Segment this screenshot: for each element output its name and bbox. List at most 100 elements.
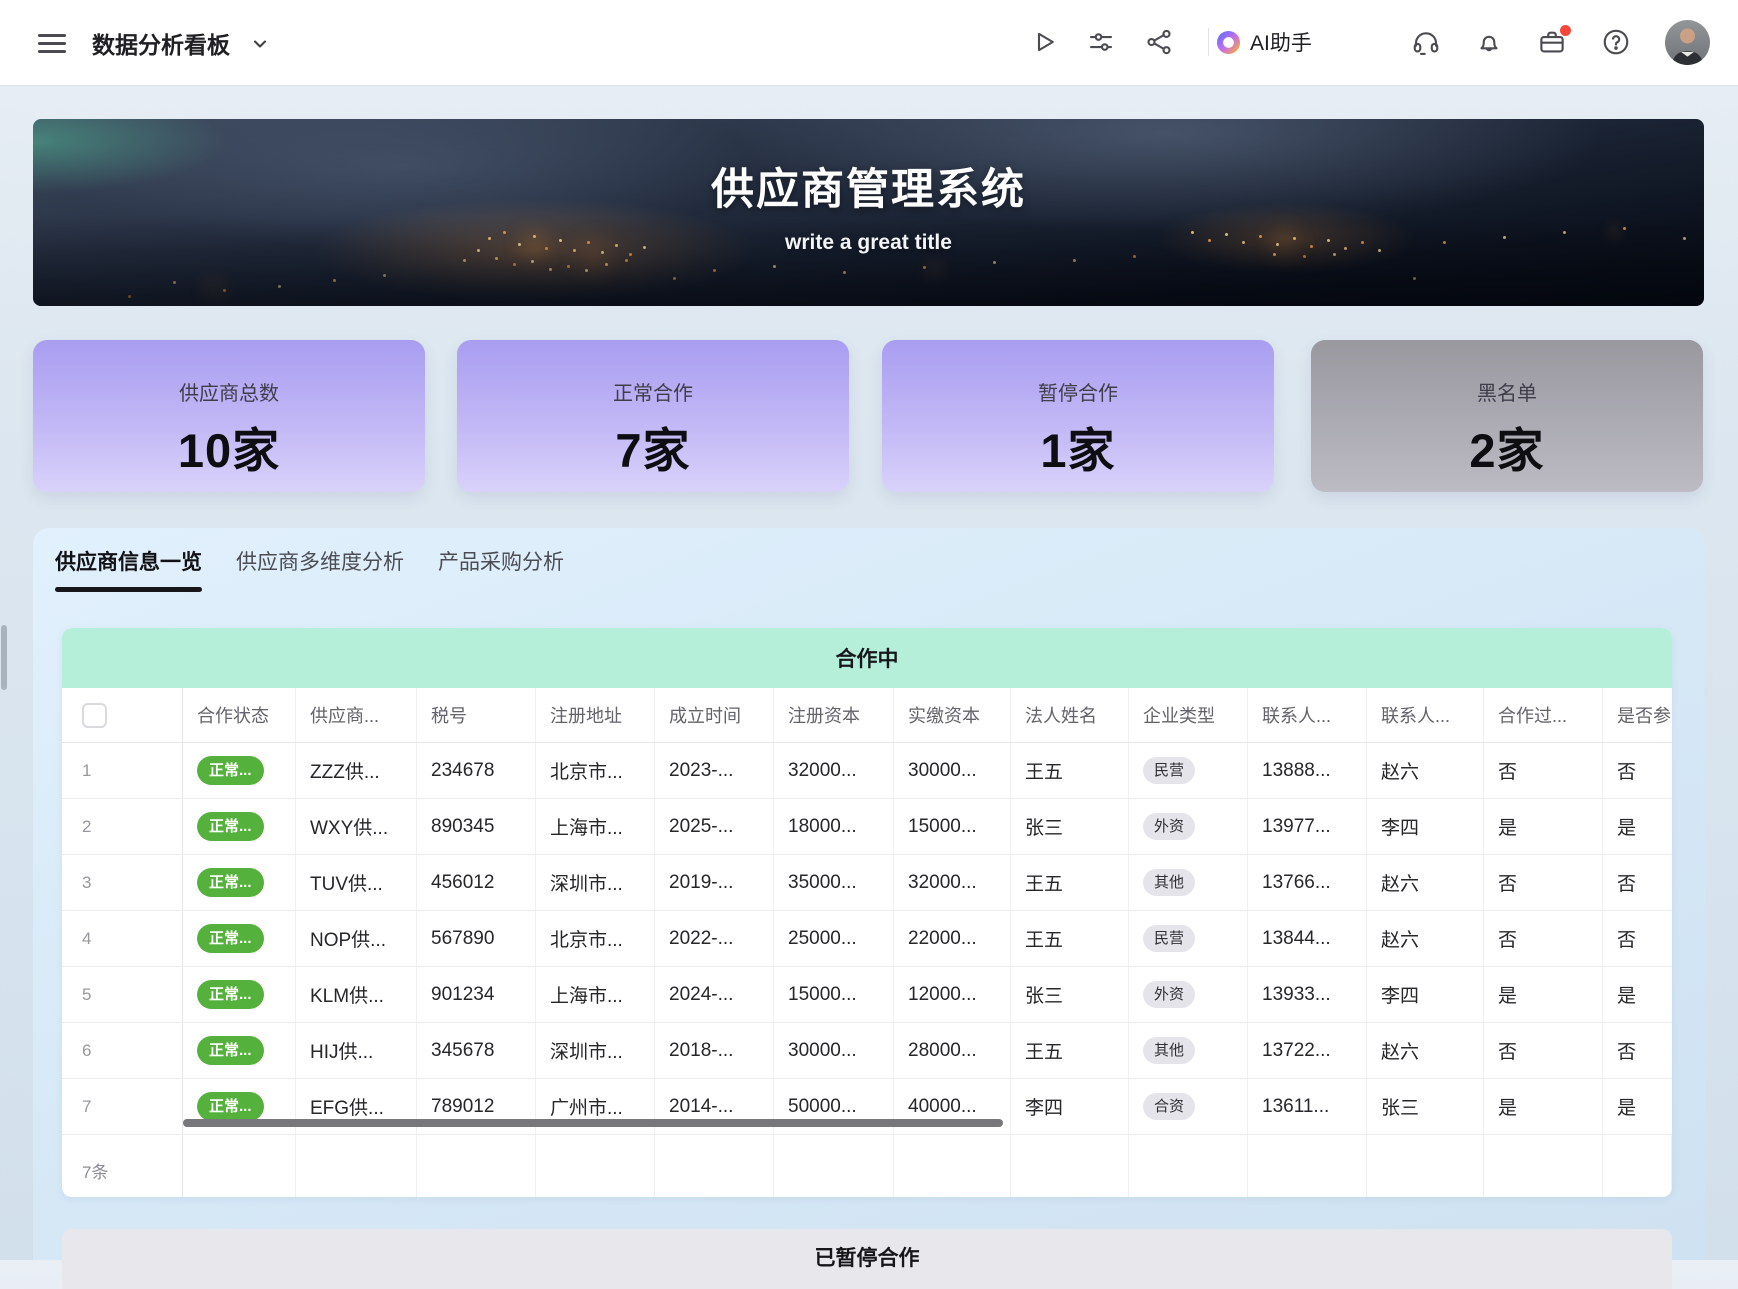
cell-tax: 901234	[417, 967, 536, 1022]
stat-label: 黑名单	[1477, 383, 1537, 405]
ai-logo-icon	[1216, 30, 1241, 54]
column-header[interactable]: 是否参	[1617, 706, 1671, 726]
cell-name: NOP供...	[296, 911, 417, 966]
cell-paid_capital: 40000...	[894, 1079, 1011, 1134]
company-type-badge: 民营	[1143, 757, 1196, 784]
column-header[interactable]: 注册地址	[536, 688, 655, 742]
column-header[interactable]: 联系人...	[1367, 688, 1484, 742]
cell-coop: 是	[1484, 1079, 1603, 1134]
cell-coop: 是	[1484, 967, 1603, 1022]
row-number: 1	[62, 743, 183, 798]
status-cell: 正常...	[183, 1023, 296, 1078]
select-all-checkbox[interactable]	[82, 702, 107, 728]
stat-card-normal: 正常合作 7家	[457, 340, 849, 492]
cell-paid_capital: 12000...	[894, 967, 1011, 1022]
status-badge: 正常...	[197, 756, 264, 785]
cell-tax: 234678	[417, 743, 536, 798]
headset-icon[interactable]	[1411, 27, 1441, 57]
table-row[interactable]: 5 正常... KLM供... 901234 上海市... 2024-... 15000..…	[62, 967, 1672, 1023]
cell-address: 上海市...	[536, 967, 655, 1022]
tab-supplier-overview[interactable]: 供应商信息一览	[55, 546, 202, 592]
status-cell: 正常...	[183, 743, 296, 798]
row-number: 3	[62, 855, 183, 910]
ai-assistant-button[interactable]: AI助手	[1215, 25, 1312, 59]
cell-paid_capital: 32000...	[894, 855, 1011, 910]
help-icon[interactable]	[1601, 27, 1631, 57]
column-header[interactable]: 法人姓名	[1011, 688, 1129, 742]
cell-legal_person: 李四	[1011, 1079, 1129, 1134]
cooperating-table-card: 合作中 合作状态 供应商... 税号 注册地址 成立时间 注册资本 实缴资本 法人姓名 企业类型…	[62, 628, 1672, 1197]
row-count: 7条	[62, 1135, 183, 1197]
stat-value: 1家	[1040, 424, 1116, 477]
section-title-paused: 已暂停合作	[62, 1229, 1672, 1289]
page-title: 数据分析看板	[92, 32, 230, 58]
table-row[interactable]: 3 正常... TUV供... 456012 深圳市... 2019-... 35000..…	[62, 855, 1672, 911]
inbox-button[interactable]	[1537, 25, 1571, 57]
footer-cell	[296, 1135, 417, 1197]
cell-tax: 345678	[417, 1023, 536, 1078]
table-row[interactable]: 1 正常... ZZZ供... 234678 北京市... 2023-... 32000..…	[62, 743, 1672, 799]
stat-label: 暂停合作	[1038, 383, 1118, 405]
tab-procurement-analysis[interactable]: 产品采购分析	[438, 551, 564, 574]
column-header[interactable]: 企业类型	[1129, 688, 1248, 742]
cell-contact_name: 李四	[1367, 967, 1484, 1022]
notification-dot	[1560, 25, 1571, 36]
cell-tax: 789012	[417, 1079, 536, 1134]
vertical-scrollbar-thumb[interactable]	[1, 625, 7, 690]
column-header[interactable]: 成立时间	[655, 688, 774, 742]
chevron-down-icon[interactable]	[250, 34, 270, 54]
cell-founded: 2024-...	[655, 967, 774, 1022]
table-header-row: 合作状态 供应商... 税号 注册地址 成立时间 注册资本 实缴资本 法人姓名 企业类型 联系人.…	[62, 688, 1672, 743]
cell-reg_capital: 30000...	[774, 1023, 894, 1078]
menu-icon[interactable]	[38, 29, 66, 55]
toolbar-divider	[1208, 28, 1209, 56]
stat-label: 正常合作	[613, 383, 693, 405]
play-icon[interactable]	[1029, 27, 1059, 57]
column-header[interactable]: 税号	[417, 688, 536, 742]
status-badge: 正常...	[197, 1092, 264, 1121]
footer-cell	[1129, 1135, 1248, 1197]
status-cell: 正常...	[183, 855, 296, 910]
settings-sliders-icon[interactable]	[1086, 27, 1116, 57]
cell-contact_phone: 13611...	[1248, 1079, 1367, 1134]
cell-coop: 否	[1484, 1023, 1603, 1078]
cell-participate: 否	[1617, 874, 1637, 895]
footer-cell	[417, 1135, 536, 1197]
stat-value: 2家	[1469, 424, 1545, 477]
cell-contact_phone: 13977...	[1248, 799, 1367, 854]
avatar[interactable]	[1665, 20, 1710, 65]
cell-founded: 2019-...	[655, 855, 774, 910]
banner-title: 供应商管理系统	[711, 166, 1026, 214]
table-row[interactable]: 6 正常... HIJ供... 345678 深圳市... 2018-... 30000..…	[62, 1023, 1672, 1079]
horizontal-scrollbar[interactable]	[183, 1119, 1003, 1127]
cell-contact_name: 赵六	[1367, 855, 1484, 910]
column-header[interactable]: 联系人...	[1248, 688, 1367, 742]
footer-cell	[1484, 1135, 1603, 1197]
share-icon[interactable]	[1144, 27, 1174, 57]
column-header[interactable]: 实缴资本	[894, 688, 1011, 742]
cell-founded: 2014-...	[655, 1079, 774, 1134]
cell-tax: 456012	[417, 855, 536, 910]
cell-reg_capital: 35000...	[774, 855, 894, 910]
status-cell: 正常...	[183, 967, 296, 1022]
table-row[interactable]: 2 正常... WXY供... 890345 上海市... 2025-... 18000..…	[62, 799, 1672, 855]
company-type-badge: 合资	[1143, 1093, 1196, 1120]
avatar-photo	[1671, 28, 1704, 65]
column-header[interactable]: 合作过...	[1484, 688, 1603, 742]
table-row[interactable]: 4 正常... NOP供... 567890 北京市... 2022-... 25000..…	[62, 911, 1672, 967]
bell-icon[interactable]	[1474, 27, 1504, 57]
tab-bar: 供应商信息一览 供应商多维度分析 产品采购分析	[55, 546, 564, 592]
cell-legal_person: 王五	[1011, 855, 1129, 910]
cell-contact_phone: 13766...	[1248, 855, 1367, 910]
banner-subtitle: write a great title	[785, 231, 952, 254]
column-header[interactable]: 供应商...	[296, 688, 417, 742]
tab-supplier-analysis[interactable]: 供应商多维度分析	[236, 551, 404, 574]
cover-banner: 供应商管理系统 write a great title	[33, 119, 1704, 306]
column-header[interactable]: 合作状态	[183, 688, 296, 742]
status-cell: 正常...	[183, 1079, 296, 1134]
stat-card-paused: 暂停合作 1家	[882, 340, 1274, 492]
cell-founded: 2018-...	[655, 1023, 774, 1078]
column-header[interactable]: 注册资本	[774, 688, 894, 742]
status-badge: 正常...	[197, 812, 264, 841]
cell-legal_person: 王五	[1011, 1023, 1129, 1078]
